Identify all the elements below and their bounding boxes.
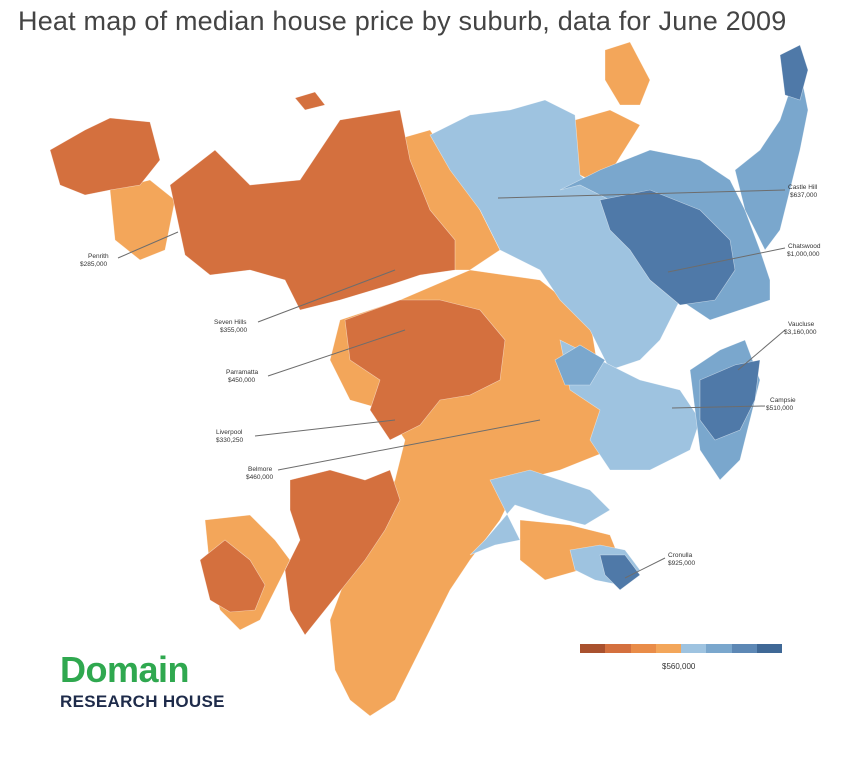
legend-swatch: [731, 644, 757, 653]
region-blacktown-dark-orange: [169, 109, 456, 311]
suburb-labels: Penrith $285,000 Seven Hills $355,000 Pa…: [80, 184, 821, 567]
liverpool-price-label: $330,250: [216, 437, 243, 444]
region-pittwater-dark-blue: [779, 44, 809, 101]
region-penrith-dark-orange: [49, 117, 161, 196]
logo-subtitle: RESEARCH HOUSE: [60, 692, 225, 711]
penrith-name-label: Penrith: [88, 253, 109, 260]
belmore-name-label: Belmore: [248, 466, 273, 473]
castle-hill-name-label: Castle Hill: [788, 184, 818, 191]
penrith-price-label: $285,000: [80, 261, 107, 268]
seven-hills-name-label: Seven Hills: [214, 319, 247, 326]
vaucluse-name-label: Vaucluse: [788, 321, 815, 328]
legend-swatch: [605, 644, 631, 653]
region-north-shore-dark-blue: [599, 189, 736, 306]
vaucluse-price-label: $3,160,000: [784, 329, 817, 336]
chatswood-name-label: Chatswood: [788, 243, 821, 250]
region-west-light-orange: [109, 179, 176, 261]
legend-swatch: [756, 644, 782, 653]
legend-swatch: [630, 644, 656, 653]
logo-wordmark: Domain: [60, 649, 190, 690]
page-title: Heat map of median house price by suburb…: [18, 6, 787, 36]
parramatta-price-label: $450,000: [228, 377, 255, 384]
region-eastern-suburbs-dark-blue: [699, 359, 761, 441]
liverpool-name-label: Liverpool: [216, 429, 243, 436]
price-legend: $560,000: [580, 644, 782, 671]
parramatta-name-label: Parramatta: [226, 369, 259, 376]
cronulla-name-label: Cronulla: [668, 552, 693, 559]
region-campbelltown-dark-orange: [284, 469, 401, 636]
label-leader-lines: [117, 189, 786, 579]
legend-color-bar: [580, 644, 782, 653]
legend-swatch: [655, 644, 681, 653]
seven-hills-price-label: $355,000: [220, 327, 247, 334]
region-riverstone-dark-orange: [294, 91, 326, 111]
belmore-price-label: $460,000: [246, 474, 273, 481]
legend-midpoint-label: $560,000: [662, 662, 696, 671]
region-st-george-light-blue: [469, 469, 611, 556]
legend-swatch: [580, 644, 606, 653]
region-northern-beaches-mid-blue: [734, 69, 809, 251]
legend-swatch: [706, 644, 732, 653]
domain-logo: Domain RESEARCH HOUSE: [60, 652, 225, 712]
region-cronulla-dark-blue: [599, 554, 641, 591]
cronulla-price-label: $925,000: [668, 560, 695, 567]
chatswood-price-label: $1,000,000: [787, 251, 820, 258]
region-southwest-dark-orange: [199, 539, 266, 613]
campsie-price-label: $510,000: [766, 405, 793, 412]
region-north-light-blue: [429, 99, 681, 371]
campsie-name-label: Campsie: [770, 397, 796, 404]
region-parramatta-dark-orange: [344, 299, 506, 441]
region-northeast-orange: [604, 41, 651, 106]
castle-hill-price-label: $637,000: [790, 192, 817, 199]
legend-swatch: [681, 644, 707, 653]
region-ryde-mid-blue: [554, 344, 606, 386]
